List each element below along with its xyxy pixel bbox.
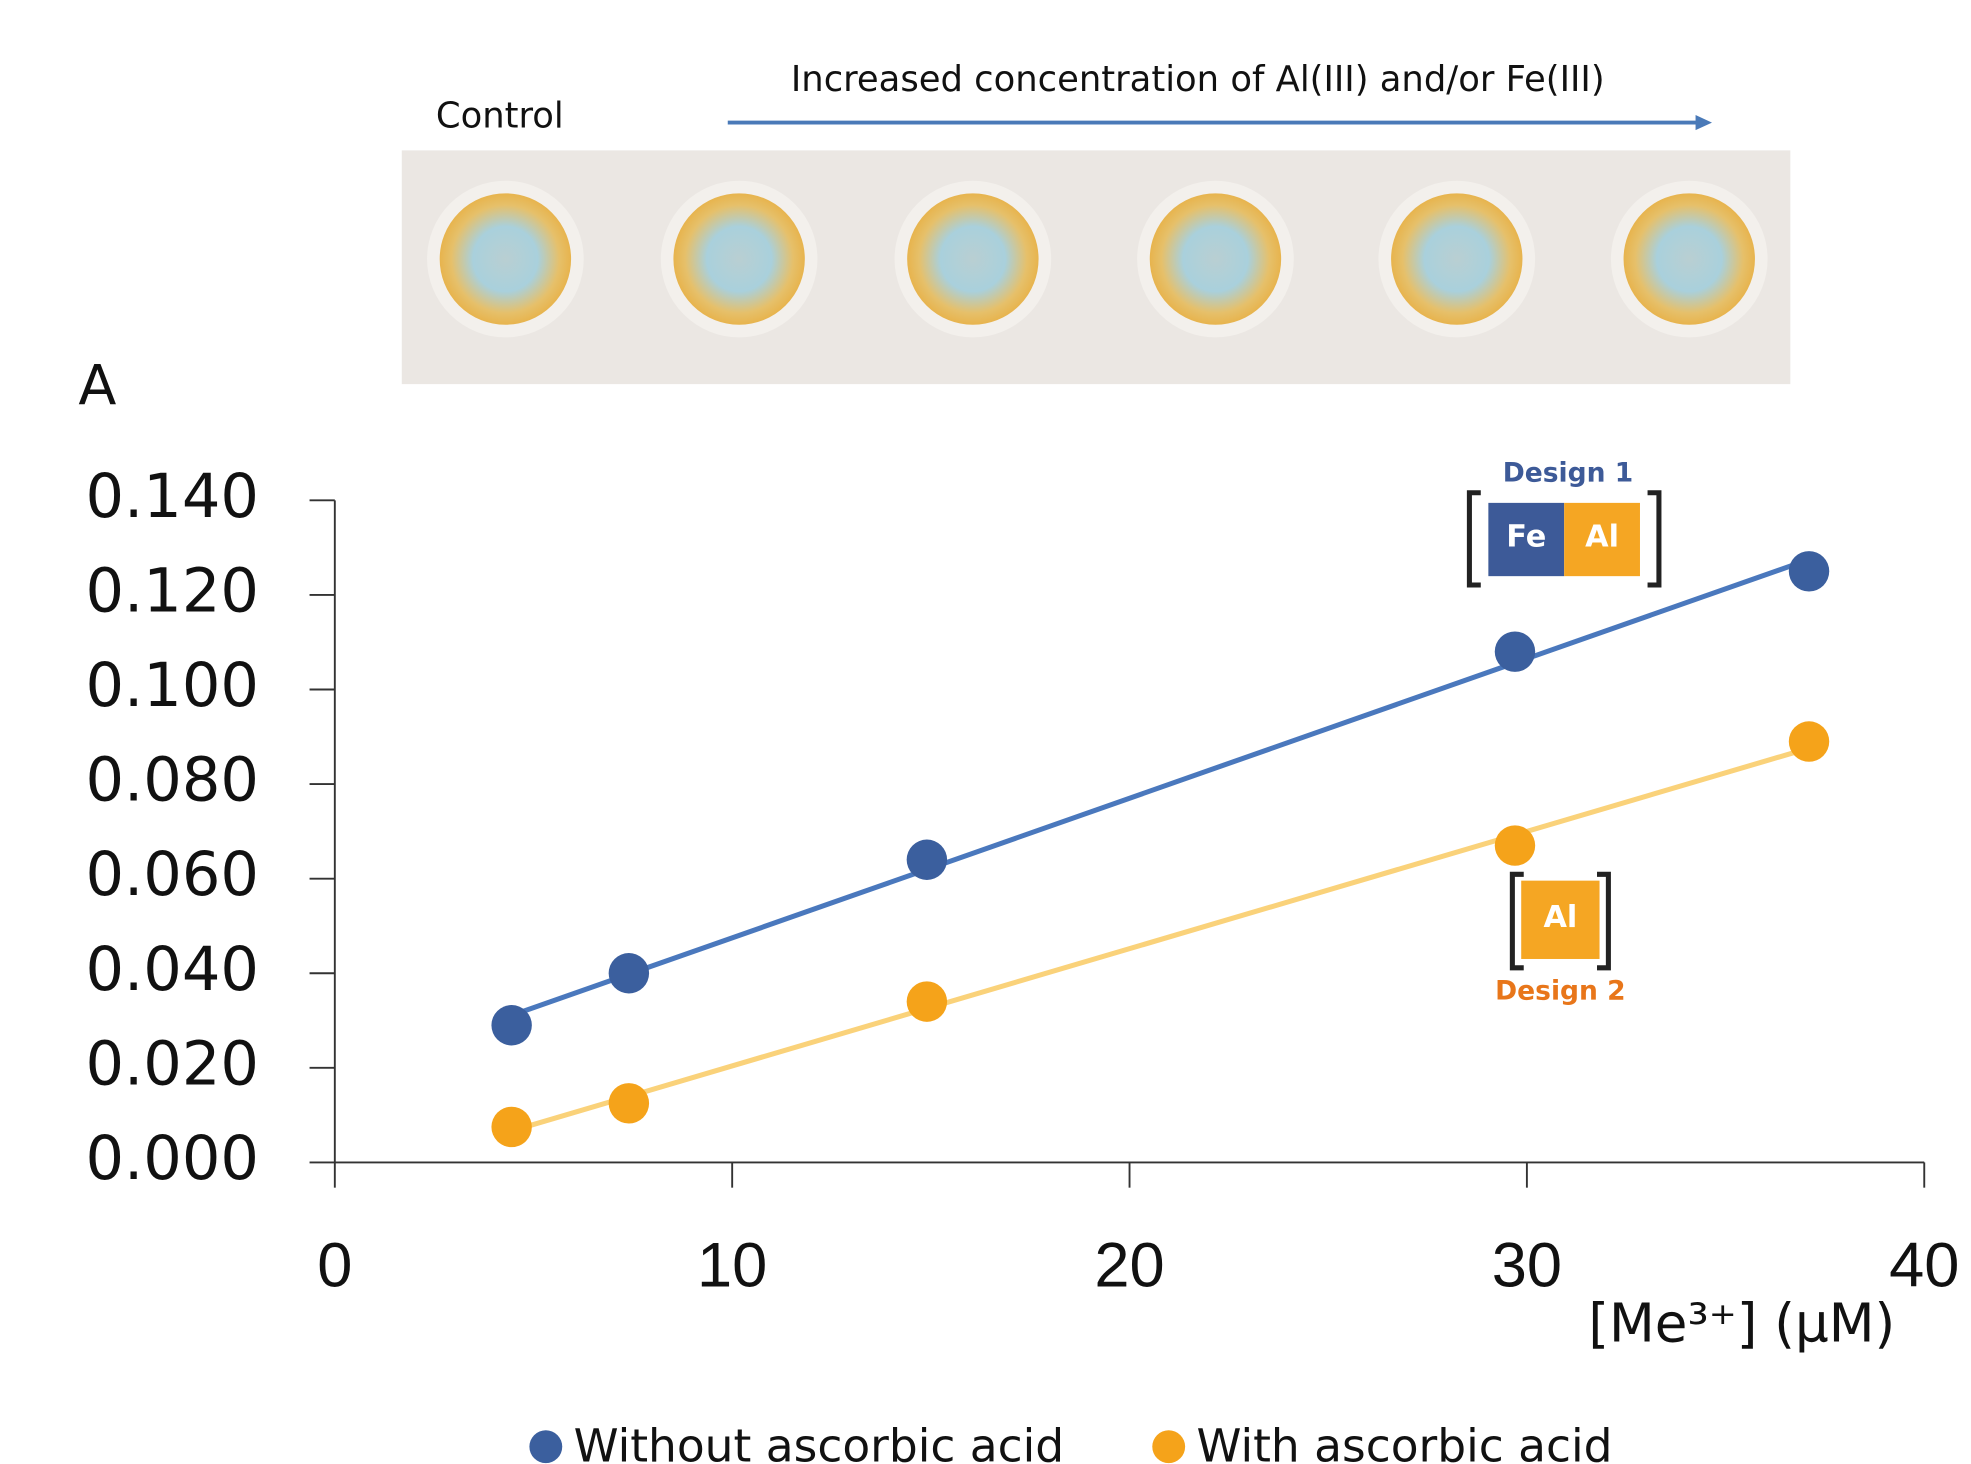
point [609,1083,649,1123]
x-tick-label: 0 [317,1230,352,1300]
y-tick-label: 0.080 [85,746,259,816]
point [1789,551,1829,591]
y-tick-label: 0.120 [85,557,259,627]
point [491,1107,531,1147]
point [1495,825,1535,865]
photo-strip [402,150,1791,384]
legend-label: With ascorbic acid [1196,1420,1612,1464]
y-tick-label: 0.140 [85,462,259,532]
x-tick-label: 30 [1492,1230,1562,1300]
point [907,840,947,880]
legend-label: Without ascorbic acid [574,1420,1065,1464]
x-axis-label: [Me³⁺] (µM) [1588,1292,1895,1354]
annotation: Fe [1506,520,1546,555]
y-tick-label: 0.020 [85,1029,259,1099]
trendline [512,559,1809,1015]
annotation: Al [1543,900,1577,935]
header-left: Control [436,96,564,137]
point [609,953,649,993]
annotation: Design 1 [1503,457,1633,488]
annotation: Design 2 [1495,975,1625,1006]
y-tick-label: 0.060 [85,840,259,910]
y-tick-label: 0.100 [85,651,259,721]
panel-label: A [78,353,116,418]
design-1-icon [1469,493,1659,585]
point [1789,721,1829,761]
arrow-head [1696,115,1712,130]
trendline [512,748,1809,1131]
point [1495,631,1535,671]
point [907,981,947,1021]
legend-marker [529,1430,562,1463]
x-tick-label: 10 [697,1230,767,1300]
annotation: Al [1585,520,1619,555]
y-tick-label: 0.000 [85,1124,259,1194]
legend-marker [1152,1430,1185,1463]
y-tick-label: 0.040 [85,935,259,1005]
header-arrow-text: Increased concentration of Al(III) and/o… [791,59,1605,100]
point [491,1005,531,1045]
x-tick-label: 20 [1094,1230,1164,1300]
chart: Control Increased concentration of Al(II… [0,0,1971,1464]
x-tick-label: 40 [1889,1230,1959,1300]
